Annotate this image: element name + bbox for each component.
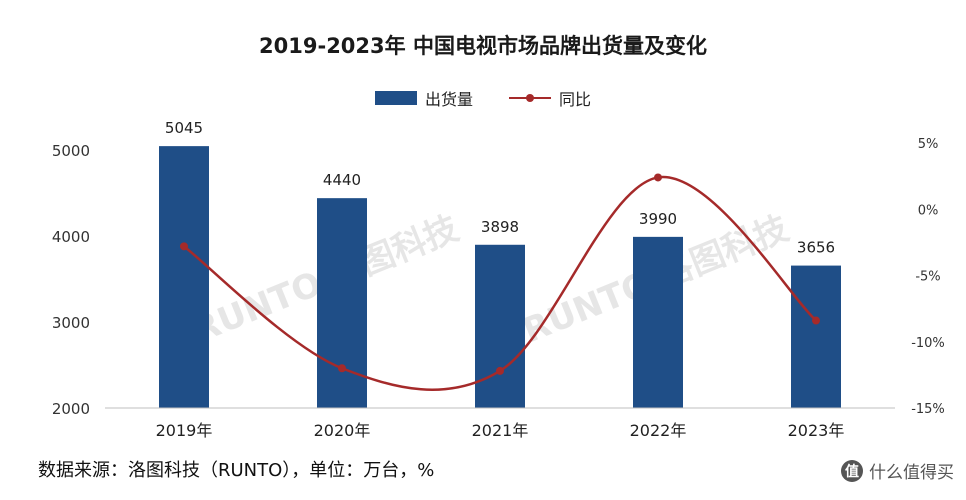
brand-label: 什么值得买 <box>869 463 954 483</box>
x-tick-label: 2019年 <box>156 421 213 440</box>
y-right-tick-label: -5% <box>915 270 940 285</box>
y-left-tick-label: 3000 <box>52 314 90 332</box>
source-note: 数据来源：洛图科技（RUNTO），单位：万台，% <box>38 460 435 481</box>
y-left-tick-label: 5000 <box>52 142 90 160</box>
y-left-tick-label: 4000 <box>52 228 90 246</box>
legend: 出货量 同比 <box>0 86 966 110</box>
y-right-tick-label: -15% <box>911 402 945 417</box>
yoy-point-3 <box>496 366 504 375</box>
x-tick-label: 2020年 <box>314 421 371 440</box>
bar-2 <box>317 198 367 408</box>
yoy-point-5 <box>812 316 820 325</box>
yoy-line <box>183 176 817 391</box>
bar-data-label: 3656 <box>797 239 835 257</box>
bar-data-label: 3990 <box>639 210 677 228</box>
yoy-point-1 <box>180 242 188 251</box>
brand-watermark: 值 什么值得买 <box>841 458 954 483</box>
y-right-tick-label: -10% <box>911 336 945 351</box>
x-tick-label: 2023年 <box>788 421 845 440</box>
chart-title: 2019-2023年 中国电视市场品牌出货量及变化 <box>259 34 707 58</box>
bar-4 <box>633 236 683 408</box>
bar-3 <box>475 244 525 408</box>
legend-line-swatch <box>509 91 551 105</box>
y-right-tick-label: 0% <box>918 203 939 218</box>
bar-data-label: 5045 <box>165 119 203 137</box>
yoy-point-4 <box>654 173 662 182</box>
legend-label-shipments: 出货量 <box>424 90 473 109</box>
x-tick-label: 2022年 <box>630 421 687 440</box>
bar-data-label: 4440 <box>323 171 361 189</box>
y-left-tick-label: 2000 <box>52 400 90 418</box>
y-right-tick-label: 5% <box>918 137 939 152</box>
legend-item-yoy: 同比 <box>509 86 591 110</box>
bar-1 <box>159 146 209 408</box>
brand-logo-icon: 值 <box>841 459 863 482</box>
legend-item-shipments: 出货量 <box>374 86 473 110</box>
bar-5 <box>791 265 841 408</box>
legend-label-yoy: 同比 <box>559 90 592 109</box>
yoy-point-2 <box>338 364 346 373</box>
x-tick-label: 2021年 <box>472 421 529 440</box>
legend-bar-swatch <box>374 91 417 105</box>
bar-data-label: 3898 <box>481 218 519 236</box>
